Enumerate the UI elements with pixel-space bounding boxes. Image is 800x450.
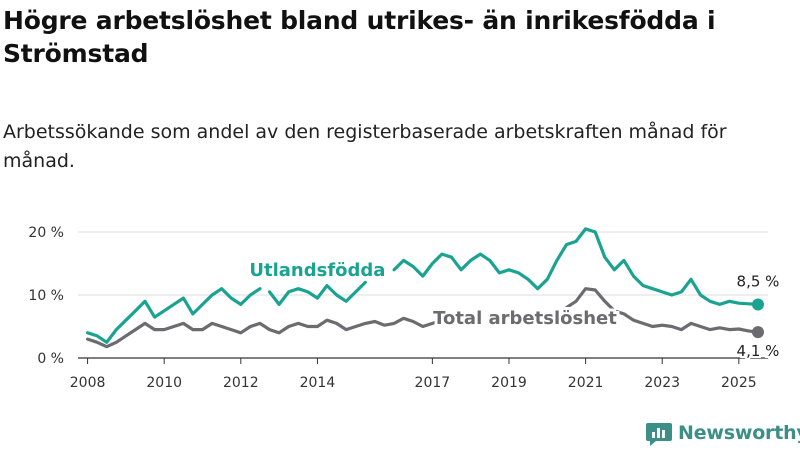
series-line-utlandsfodda	[267, 280, 367, 306]
series-end-point-utlandsfodda	[752, 298, 764, 311]
brand-name: Newsworthy	[678, 422, 800, 444]
x-tick-label: 2025	[721, 375, 757, 391]
y-tick-label: 10 %	[28, 288, 64, 304]
x-tick-label: 2019	[491, 375, 527, 391]
chart-subtitle: Arbetssökande som andel av den registerb…	[3, 121, 727, 172]
x-tick-label: 2010	[146, 375, 182, 391]
series-line-total	[564, 287, 760, 334]
chart-title: Högre arbetslöshet bland utrikes- än inr…	[3, 6, 716, 68]
x-tick-label: 2012	[223, 375, 259, 391]
x-tick-label: 2021	[568, 375, 604, 391]
y-tick-label: 0 %	[37, 351, 64, 367]
series-label-utlandsfodda: Utlandsfödda	[249, 260, 385, 281]
x-tick-label: 2008	[70, 375, 106, 391]
y-tick-label: 20 %	[28, 225, 64, 241]
brand-logo[interactable]: Newsworthy	[646, 418, 800, 448]
series-line-utlandsfodda	[86, 287, 262, 344]
x-tick-label: 2014	[300, 375, 336, 391]
bar-chart-logo-icon	[646, 423, 672, 446]
series-end-label-total: 4,1 %	[737, 342, 780, 360]
series-line-total	[86, 316, 444, 349]
series-end-label-utlandsfodda: 8,5 %	[737, 272, 780, 290]
x-tick-label: 2017	[415, 375, 451, 391]
series-line-utlandsfodda	[392, 227, 760, 306]
x-tick-label: 2023	[644, 375, 680, 391]
series-end-point-total	[752, 326, 764, 339]
series-label-total: Total arbetslöshet	[433, 308, 617, 329]
